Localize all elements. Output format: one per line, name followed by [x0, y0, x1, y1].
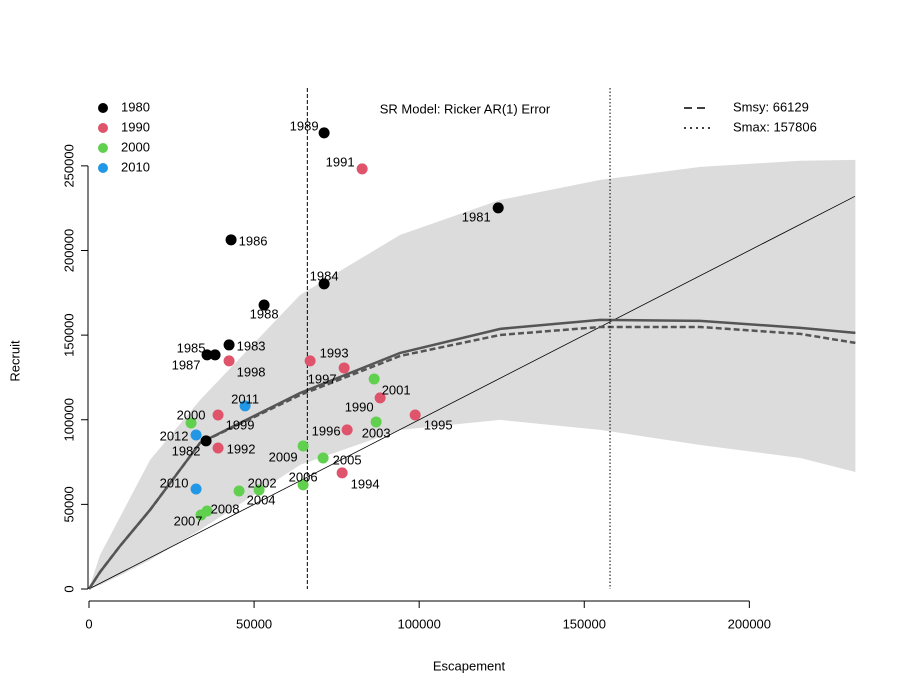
point	[212, 409, 224, 421]
point-label: 2001	[382, 382, 411, 397]
point-label: 1983	[237, 338, 266, 353]
point-label: 1998	[237, 364, 266, 379]
legend-label: 1980	[121, 99, 150, 114]
point-label: 1981	[462, 209, 491, 224]
point-label: 1994	[351, 476, 380, 491]
point	[185, 417, 197, 429]
legend-marker	[98, 123, 108, 133]
point-label: 1993	[320, 345, 349, 360]
y-tick-label: 150000	[61, 313, 76, 356]
y-tick-label: 100000	[61, 398, 76, 441]
point-label: 1984	[310, 268, 339, 283]
point-label: 2006	[289, 469, 318, 484]
legend-smsy-label: Smsy: 66129	[733, 99, 809, 114]
point	[223, 355, 235, 367]
point	[368, 373, 380, 385]
chart-title: SR Model: Ricker AR(1) Error	[380, 101, 551, 116]
x-axis-label: Escapement	[433, 658, 506, 673]
point-label: 1982	[172, 443, 201, 458]
point-label: 2008	[211, 501, 240, 516]
point	[341, 424, 353, 436]
confidence-band	[89, 159, 856, 589]
point	[212, 442, 224, 454]
y-tick-label: 50000	[61, 486, 76, 522]
point-label: 1990	[345, 399, 374, 414]
x-tick-label: 100000	[397, 616, 440, 631]
point	[492, 202, 504, 214]
x-tick-label: 200000	[728, 616, 771, 631]
point	[233, 485, 245, 497]
point-label: 1988	[250, 306, 279, 321]
point	[317, 452, 329, 464]
point	[370, 416, 382, 428]
point	[225, 234, 237, 246]
point-label: 1992	[227, 441, 256, 456]
point	[239, 400, 251, 412]
y-tick-label: 250000	[61, 144, 76, 187]
x-tick-label: 0	[85, 616, 92, 631]
x-tick-label: 150000	[563, 616, 606, 631]
point	[297, 479, 309, 491]
legend-label: 2010	[121, 159, 150, 174]
point-label: 1999	[226, 417, 255, 432]
point-label: 1987	[172, 357, 201, 372]
point-label: 2002	[248, 475, 277, 490]
point	[190, 483, 202, 495]
point-label: 2010	[160, 475, 189, 490]
point	[201, 349, 213, 361]
y-axis-label: Recruit	[7, 340, 22, 382]
point	[253, 484, 265, 496]
point-label: 2007	[174, 513, 203, 528]
point	[195, 509, 207, 521]
point	[318, 278, 330, 290]
legend-marker	[98, 103, 108, 113]
point-label: 2004	[247, 492, 276, 507]
point	[356, 163, 368, 175]
point-label: 1997	[308, 371, 337, 386]
point-label: 2005	[333, 452, 362, 467]
point-label: 1986	[239, 233, 268, 248]
point	[304, 355, 316, 367]
point	[409, 409, 421, 421]
x-tick-label: 50000	[236, 616, 272, 631]
legend-marker	[98, 163, 108, 173]
point-label: 1996	[312, 423, 341, 438]
point-label: 2000	[177, 407, 206, 422]
point-label: 2011	[231, 391, 259, 406]
y-tick-label: 0	[61, 585, 76, 592]
point	[338, 362, 350, 374]
point	[258, 299, 270, 311]
point-label: 1985	[177, 340, 206, 355]
replacement-line	[88, 195, 856, 590]
legend-marker	[98, 143, 108, 153]
y-tick-label: 200000	[61, 229, 76, 272]
point	[297, 440, 309, 452]
point-label: 1995	[424, 417, 453, 432]
point-label: 1991	[326, 154, 355, 169]
point-label: 1989	[290, 118, 319, 133]
legend-label: 2000	[121, 139, 150, 154]
point	[318, 127, 330, 139]
point	[374, 392, 386, 404]
legend-smax-label: Smax: 157806	[733, 119, 817, 134]
point-label: 2009	[269, 449, 298, 464]
ricker-ar1-curve	[87, 325, 856, 590]
legend-label: 1990	[121, 119, 150, 134]
point	[336, 467, 348, 479]
point-label: 2003	[362, 425, 391, 440]
point	[223, 339, 235, 351]
point-label: 2012	[160, 428, 189, 443]
point	[209, 349, 221, 361]
point	[200, 435, 212, 447]
point	[190, 429, 202, 441]
